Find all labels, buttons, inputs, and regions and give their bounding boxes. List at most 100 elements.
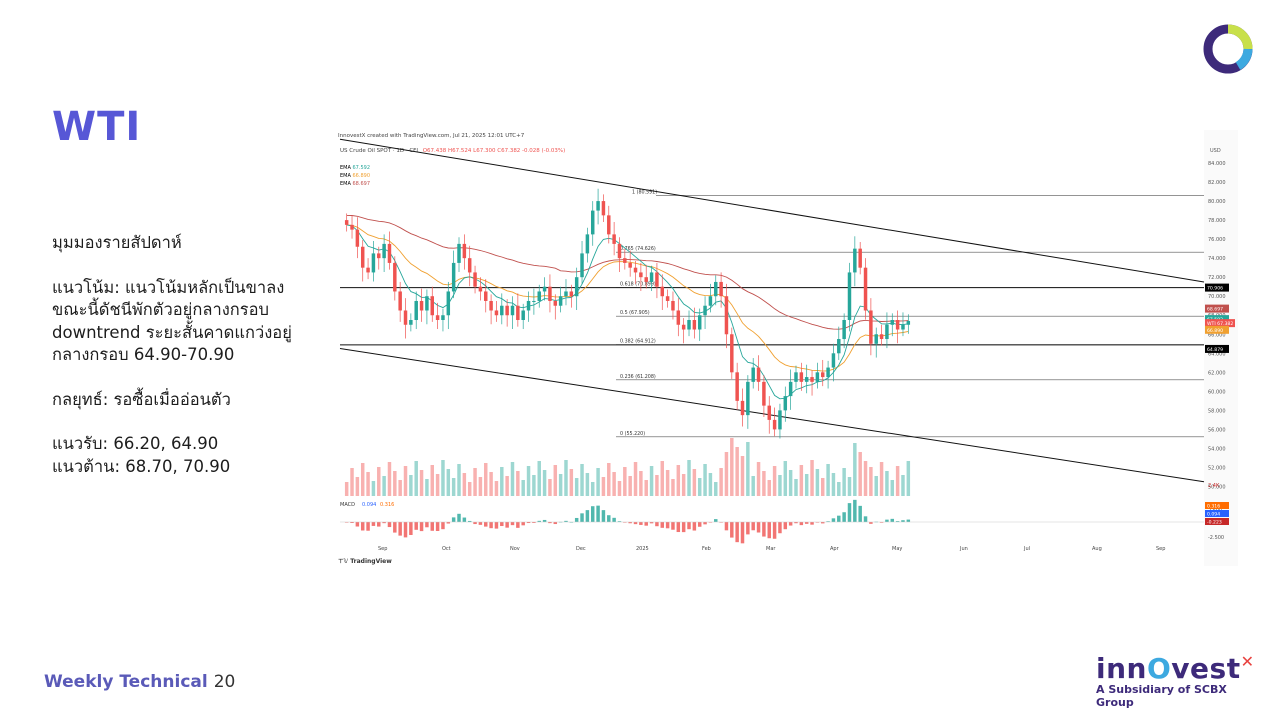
x-axis-label: Mar — [766, 546, 776, 552]
macd-hist-bar — [665, 522, 670, 529]
candle-body — [901, 324, 905, 330]
candle-body — [623, 258, 627, 263]
price-badge-bg — [1205, 325, 1229, 334]
candle-body — [783, 396, 788, 411]
macd-hist-bar — [494, 522, 499, 529]
macd-hist-bar — [425, 522, 429, 528]
ema-fast-line — [346, 224, 909, 400]
macd-hist-bar — [853, 499, 857, 522]
candle-body — [810, 377, 814, 382]
fib-label: 0.765 (74.626) — [620, 246, 656, 252]
candle-body — [633, 267, 638, 273]
macd-hist-bar — [457, 513, 461, 522]
candle-body — [457, 243, 461, 263]
volume-bar — [414, 461, 418, 496]
candle-body — [906, 320, 911, 325]
candle-body — [344, 220, 349, 225]
x-axis-label: Aug — [1092, 546, 1102, 552]
volume-bar — [837, 482, 841, 496]
instrument-name: US Crude Oil SPOT · 1D · CFI — [340, 148, 418, 154]
volume-bar — [574, 478, 579, 496]
brand-logo: innOvest✕ A Subsidiary of SCBX Group — [1096, 652, 1256, 709]
volume-bar — [350, 468, 354, 496]
macd-hist-bar — [489, 522, 493, 529]
volume-bar — [794, 479, 798, 496]
volume-bar — [382, 476, 386, 496]
macd-badge-bg — [1205, 510, 1229, 517]
macd-hist-bar — [783, 522, 788, 530]
volume-bar — [451, 478, 456, 496]
macd-hist-bar — [751, 522, 755, 531]
candle-body — [446, 291, 451, 316]
volume-bar — [521, 480, 525, 496]
macd-hist-bar — [767, 522, 771, 539]
macd-hist-bar — [724, 522, 729, 531]
candle-body — [863, 267, 868, 311]
macd-hist-bar — [837, 515, 841, 522]
y-tick-label: 70.000 — [1208, 294, 1226, 300]
volume-bar — [831, 473, 836, 496]
x-axis-label: Jul — [1023, 546, 1030, 552]
macd-hist-bar — [821, 522, 825, 524]
x-axis-label: Sep — [1156, 546, 1165, 552]
y-tick-label: 62.000 — [1208, 370, 1226, 376]
ema-value-2: 66.890 — [352, 173, 371, 179]
candle-body — [371, 253, 376, 273]
macd-hist-bar — [714, 519, 718, 522]
volume-bar — [890, 480, 895, 496]
brand-x-icon: ✕ — [1240, 652, 1255, 671]
ema-legend-1: EMA 67.592 — [340, 165, 370, 171]
candle-body — [564, 291, 568, 297]
macd-hist-bar — [692, 522, 697, 531]
macd-hist-bar — [879, 522, 884, 523]
candle-body — [756, 367, 761, 382]
macd-hist-bar — [441, 522, 445, 530]
volume-bar — [719, 468, 723, 496]
ema-label-1: EMA — [340, 165, 351, 171]
macd-hist-bar — [387, 522, 392, 528]
macd-hist-bar — [901, 520, 905, 522]
volume-bar — [649, 466, 654, 496]
macd-hist-bar — [644, 522, 648, 526]
macd-badge-text: 0.094 — [1207, 512, 1220, 518]
trend-line-4: กลางกรอบ 64.90-70.90 — [52, 345, 235, 364]
volume-bar — [895, 466, 900, 496]
weekly-view-heading: มุมมองรายสัปดาห์ — [52, 233, 182, 252]
candle-body — [382, 243, 386, 259]
candle-body — [639, 272, 643, 278]
volume-bar — [703, 464, 707, 496]
y-tick-label: 64.000 — [1208, 351, 1226, 357]
macd-hist-bar — [430, 522, 434, 531]
macd-hist-bar — [398, 522, 402, 536]
candle-body — [703, 305, 707, 316]
candle-body — [692, 320, 697, 330]
macd-hist-bar — [435, 522, 440, 531]
macd-hist-bar — [377, 522, 381, 527]
candle-body — [516, 305, 520, 320]
candle-body — [350, 224, 354, 230]
macd-hist-bar — [676, 522, 681, 533]
fib-label: 0.236 (61.208) — [620, 374, 656, 380]
volume-bar — [409, 475, 413, 496]
price-badge-text: 64.879 — [1207, 347, 1223, 353]
macd-hist-bar — [371, 522, 376, 526]
candle-body — [430, 296, 434, 316]
price-chart-svg: USD 84.000 82.000 80.000 78.000 76.000 74.000 7… — [339, 130, 1238, 566]
candle-body — [895, 320, 900, 330]
candle-body — [858, 248, 862, 268]
volume-bar — [714, 482, 718, 496]
macd-hist-bar — [804, 522, 809, 524]
volume-bar — [885, 471, 889, 496]
candle-body — [590, 210, 595, 235]
candle-body — [500, 305, 504, 316]
volume-bar — [484, 463, 488, 496]
macd-hist-bar — [730, 522, 734, 538]
macd-hist-bar — [660, 522, 665, 528]
candle-body — [451, 262, 456, 292]
volume-bar — [778, 475, 782, 496]
volume-bar — [457, 464, 461, 496]
slide-title: WTI — [52, 104, 142, 150]
candle-body — [409, 320, 413, 325]
candle-body — [489, 300, 493, 311]
volume-bar — [735, 447, 739, 496]
